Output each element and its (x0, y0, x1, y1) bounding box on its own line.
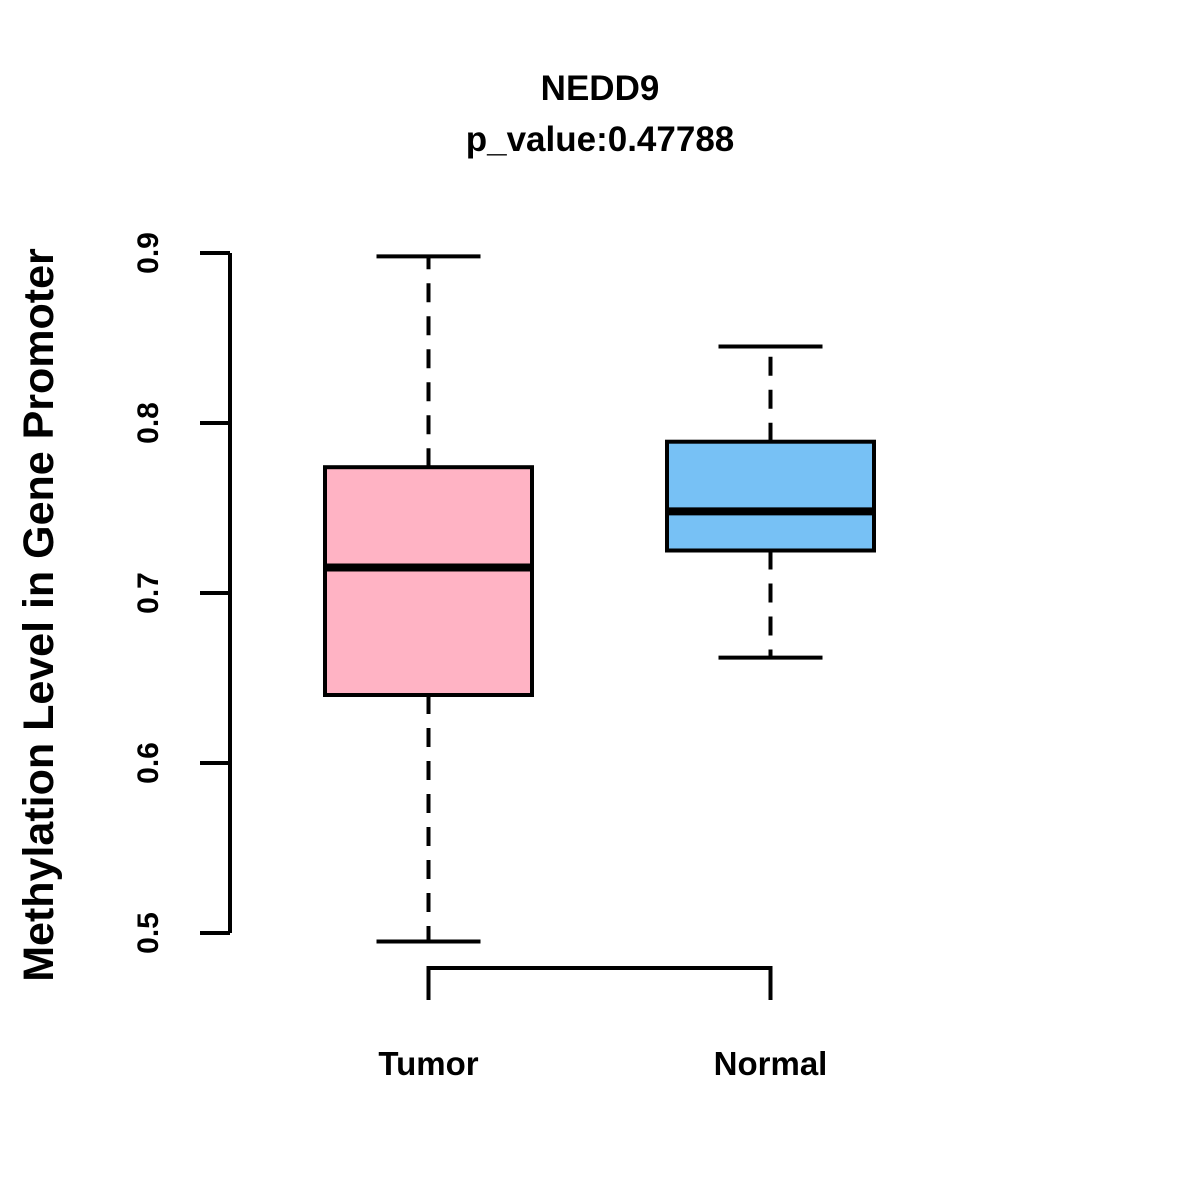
y-axis-tick-label: 0.6 (132, 742, 165, 784)
y-axis-tick-label: 0.5 (132, 912, 165, 954)
chart-subtitle-pvalue: p_value:0.47788 (466, 120, 735, 159)
plot-area: 0.5 0.6 0.7 0.8 0.9 Tumor Normal (132, 232, 876, 1082)
x-axis-category-label-tumor: Tumor (378, 1045, 478, 1082)
y-axis-tick-label: 0.7 (132, 572, 165, 614)
x-axis-line (426, 966, 773, 1000)
y-axis-tick-label: 0.9 (132, 232, 165, 274)
normal-iqr-box (665, 439, 876, 553)
x-axis-category-label-normal: Normal (714, 1045, 828, 1082)
y-axis-tick-label: 0.8 (132, 402, 165, 444)
y-axis-label: Methylation Level in Gene Promoter (15, 248, 63, 982)
tumor-iqr-box (323, 465, 534, 698)
chart-title: NEDD9 (541, 69, 660, 108)
